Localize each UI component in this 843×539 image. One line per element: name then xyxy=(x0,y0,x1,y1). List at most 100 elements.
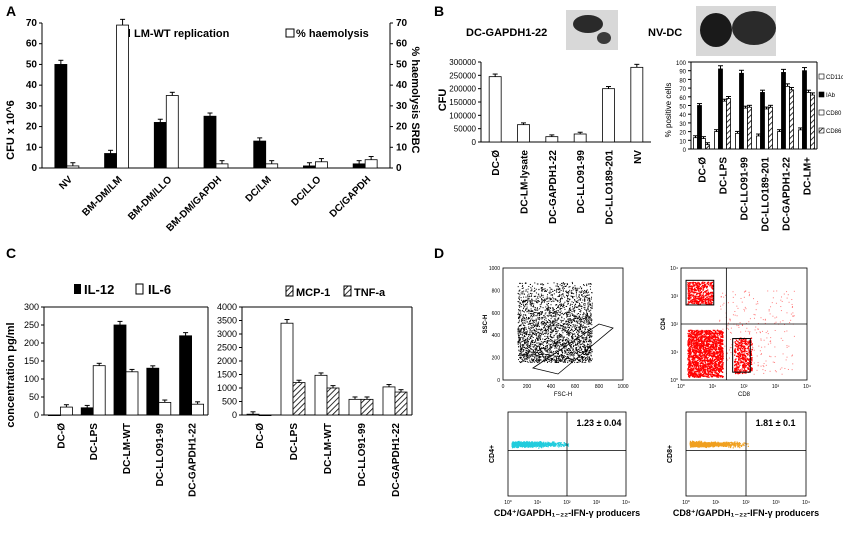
point xyxy=(580,298,582,300)
point xyxy=(539,337,541,339)
point xyxy=(535,315,537,317)
point xyxy=(518,298,520,300)
point xyxy=(517,328,519,330)
point xyxy=(559,327,561,329)
point xyxy=(579,339,581,341)
point xyxy=(529,310,531,312)
point xyxy=(575,344,577,346)
point xyxy=(694,300,696,302)
point xyxy=(590,336,592,338)
legend-swatch xyxy=(818,73,825,80)
point xyxy=(550,298,552,300)
point xyxy=(540,328,542,330)
point xyxy=(689,366,691,368)
point xyxy=(541,316,543,318)
point xyxy=(551,336,553,338)
point xyxy=(704,366,706,368)
bar xyxy=(488,76,502,143)
point xyxy=(695,284,697,286)
point xyxy=(705,365,707,368)
point xyxy=(540,303,542,305)
point xyxy=(555,342,557,344)
point xyxy=(546,328,548,330)
point xyxy=(522,301,524,303)
point xyxy=(536,301,538,303)
point xyxy=(687,301,690,303)
point xyxy=(562,305,564,307)
point xyxy=(575,327,577,329)
point xyxy=(715,346,717,348)
point xyxy=(715,358,718,360)
point xyxy=(539,352,541,354)
point xyxy=(549,315,551,317)
point xyxy=(567,329,569,331)
point xyxy=(547,324,549,326)
point xyxy=(579,314,581,316)
point xyxy=(565,330,567,332)
point xyxy=(575,306,577,308)
point xyxy=(715,347,717,350)
point xyxy=(524,339,526,341)
point xyxy=(589,340,591,342)
point xyxy=(700,345,702,347)
point xyxy=(534,339,536,341)
point xyxy=(530,348,532,350)
point xyxy=(568,286,570,288)
point xyxy=(552,345,554,347)
point xyxy=(693,358,695,360)
point xyxy=(716,374,718,376)
point xyxy=(584,305,586,307)
point xyxy=(702,296,704,299)
point xyxy=(554,340,556,342)
point xyxy=(690,367,692,369)
point xyxy=(518,301,520,303)
point xyxy=(587,307,589,309)
point xyxy=(531,336,533,338)
point xyxy=(719,356,722,358)
point xyxy=(542,317,544,319)
point xyxy=(701,339,703,341)
point xyxy=(553,321,555,323)
point xyxy=(570,358,572,360)
point xyxy=(523,349,525,351)
point xyxy=(523,340,525,342)
point xyxy=(580,305,582,307)
point xyxy=(695,289,697,292)
point xyxy=(690,355,693,357)
point xyxy=(569,318,571,320)
point xyxy=(716,342,718,344)
point xyxy=(590,304,592,306)
point xyxy=(590,328,592,330)
point xyxy=(718,374,720,376)
point xyxy=(563,305,565,307)
point xyxy=(701,284,704,286)
point xyxy=(538,324,540,326)
point xyxy=(566,291,568,293)
y-tick-label: 60 xyxy=(26,39,38,50)
point xyxy=(689,338,692,341)
point xyxy=(537,350,539,352)
point xyxy=(576,351,578,353)
point xyxy=(570,319,572,321)
y-tick-label: 0 xyxy=(34,410,39,420)
point xyxy=(579,316,581,318)
point xyxy=(581,360,583,362)
point xyxy=(577,338,579,340)
point xyxy=(588,331,590,333)
point xyxy=(546,321,548,323)
point xyxy=(564,326,566,328)
point xyxy=(584,353,586,355)
point xyxy=(720,347,723,349)
point xyxy=(562,283,564,285)
point xyxy=(549,339,551,341)
point xyxy=(519,332,521,334)
point xyxy=(717,376,720,378)
point xyxy=(548,355,550,357)
point xyxy=(542,352,544,354)
point xyxy=(700,331,702,333)
point xyxy=(527,330,529,332)
point xyxy=(589,356,591,358)
point xyxy=(584,295,586,297)
point xyxy=(539,319,541,321)
point xyxy=(538,333,540,335)
